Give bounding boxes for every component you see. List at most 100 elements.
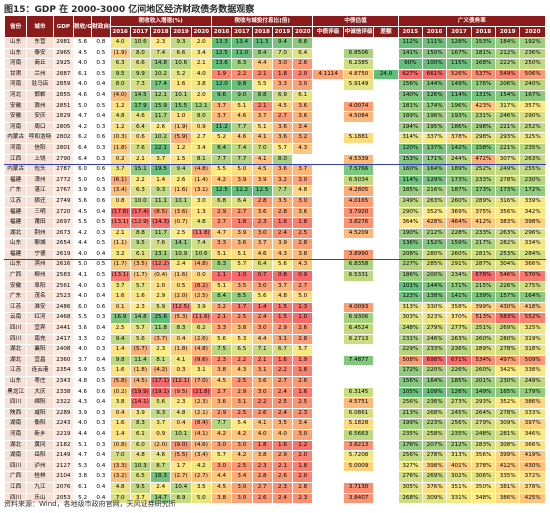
- title: 图15：GDP 在 2000-3000 亿间地区经济财政债务数据观察: [4, 5, 255, 15]
- table-cell: 2.8: [251, 471, 273, 483]
- table-cell: 100%: [421, 58, 448, 70]
- table-cell: (1.8): [170, 344, 192, 356]
- table-cell: 3.8213: [342, 439, 375, 452]
- table-cell: 4.8: [271, 291, 294, 303]
- table-cell: 279%: [470, 418, 497, 430]
- table-cell: 河南: [3, 58, 28, 70]
- table-cell: 10.6: [190, 248, 212, 261]
- table-cell: 4.0165: [342, 195, 375, 208]
- table-cell: [312, 89, 344, 102]
- table-cell: 0.9: [292, 270, 314, 282]
- table-cell: 4.1114: [312, 68, 344, 81]
- table-row: 四川 绵阳 2322 4.3 0.4 3.8 (14.1) 5.6 2.3 (2.3) 3.6 3.1…: [3, 397, 546, 409]
- table-cell: 呼和浩特: [26, 132, 54, 144]
- table-cell: 308%: [495, 439, 521, 452]
- table-cell: (0.3): [109, 132, 131, 144]
- table-cell: 4.3: [292, 259, 314, 272]
- table-cell: 滁州: [26, 100, 54, 113]
- table-cell: [373, 428, 399, 441]
- table-cell: 上饶: [26, 153, 54, 166]
- table-cell: 四川: [3, 460, 28, 473]
- table-cell: [373, 492, 399, 505]
- table-cell: 1.2: [109, 121, 131, 134]
- table-cell: 5.0009: [342, 460, 375, 473]
- table-cell: 3.6: [271, 132, 294, 144]
- table-cell: 11.4: [129, 354, 152, 367]
- table-cell: 2104: [52, 471, 74, 483]
- table-cell: 5.5: [72, 217, 93, 229]
- table-row: 江苏 宿迁 2749 5.6 0.6 0.8 10.0 11.1 10.1 3.0 6.8 6.4 2.…: [3, 195, 546, 208]
- table-cell: 三明: [26, 206, 54, 219]
- header-cell: GDP: [52, 15, 74, 38]
- table-cell: 2802: [52, 132, 74, 144]
- table-cell: 6.4524: [342, 323, 375, 335]
- table-cell: 3.0: [251, 323, 273, 335]
- table-cell: 3.9: [231, 174, 253, 187]
- table-cell: [342, 291, 375, 303]
- table-cell: 5.3: [231, 333, 253, 346]
- header-cell: 中债评级: [312, 26, 344, 38]
- table-cell: (8.5): [150, 206, 172, 219]
- table-cell: 4.8: [170, 407, 192, 420]
- table-cell: 6.5663: [342, 428, 375, 441]
- table-cell: 6.6: [129, 58, 152, 70]
- table-cell: 164%: [519, 291, 546, 303]
- table-cell: [373, 460, 399, 473]
- table-cell: [312, 481, 344, 494]
- table-cell: [373, 174, 399, 187]
- table-cell: 0.3: [91, 121, 111, 134]
- table-cell: 6.2: [72, 132, 93, 144]
- table-cell: 0.8: [91, 37, 111, 49]
- table-cell: 167%: [446, 47, 472, 60]
- table-cell: 0.5: [91, 259, 111, 272]
- table-cell: 2289: [52, 407, 74, 420]
- table-cell: 5.0: [72, 174, 93, 187]
- table-cell: 260%: [470, 333, 497, 346]
- table-cell: 2441: [52, 323, 74, 335]
- table-cell: 5.9: [72, 365, 93, 377]
- table-cell: 驻马店: [26, 79, 54, 91]
- table-cell: 229%: [397, 344, 423, 356]
- table-cell: 9.3: [150, 407, 172, 420]
- table-cell: 6.0: [72, 164, 93, 176]
- table-cell: 2.1: [129, 153, 152, 166]
- table-row: 山东 滨州 2616 5.0 0.5 (1.7) (3.5) (12.2) 2.4 (4.8) 8.…: [3, 259, 546, 272]
- table-cell: 281%: [470, 248, 497, 261]
- table-cell: [373, 323, 399, 335]
- table-cell: 333%: [519, 407, 546, 420]
- table-cell: 375%: [470, 206, 497, 219]
- table-row: 四川 宜宾 2441 3.6 0.4 2.5 5.7 11.8 8.3 6.2 3.3 3.8 3.0 2…: [3, 323, 546, 335]
- table-cell: 7.1: [251, 344, 273, 356]
- table-cell: 397%: [519, 418, 546, 430]
- table-cell: 4.6: [231, 111, 253, 123]
- table-cell: 0.4: [170, 418, 192, 430]
- table-cell: 0.9: [190, 121, 212, 134]
- table-cell: (1.8): [109, 142, 131, 155]
- table-cell: 10.0: [129, 195, 152, 208]
- table-cell: 240%: [519, 79, 546, 91]
- table-cell: 6.5: [231, 344, 253, 356]
- table-cell: [312, 100, 344, 113]
- table-cell: 5.7: [292, 344, 314, 356]
- header-cell: 2016: [421, 26, 448, 38]
- table-cell: 1.0: [150, 280, 172, 293]
- table-cell: [312, 344, 344, 356]
- table-cell: (4.1): [190, 428, 212, 441]
- table-cell: 226%: [495, 280, 521, 293]
- table-cell: 306%: [470, 471, 497, 483]
- table-cell: 4.2: [190, 460, 212, 473]
- table-cell: (13.1): [109, 270, 131, 282]
- table-cell: 2855: [52, 89, 74, 102]
- table-cell: 3.6: [292, 100, 314, 113]
- table-row: 山东 东营 2981 5.6 0.8 4.0 10.6 2.3 9.3 2.0 13.3 13.4 11…: [3, 37, 546, 49]
- table-cell: 3.6: [292, 206, 314, 219]
- table-cell: 柳州: [26, 270, 54, 282]
- header-cell: 税收收入增速(%): [109, 15, 212, 27]
- table-cell: 2805: [52, 121, 74, 134]
- table-cell: 171%: [446, 280, 472, 293]
- table-cell: 233%: [470, 174, 497, 187]
- table-cell: 1.2: [170, 142, 192, 155]
- table-cell: [373, 471, 399, 483]
- table-cell: 430%: [495, 301, 521, 314]
